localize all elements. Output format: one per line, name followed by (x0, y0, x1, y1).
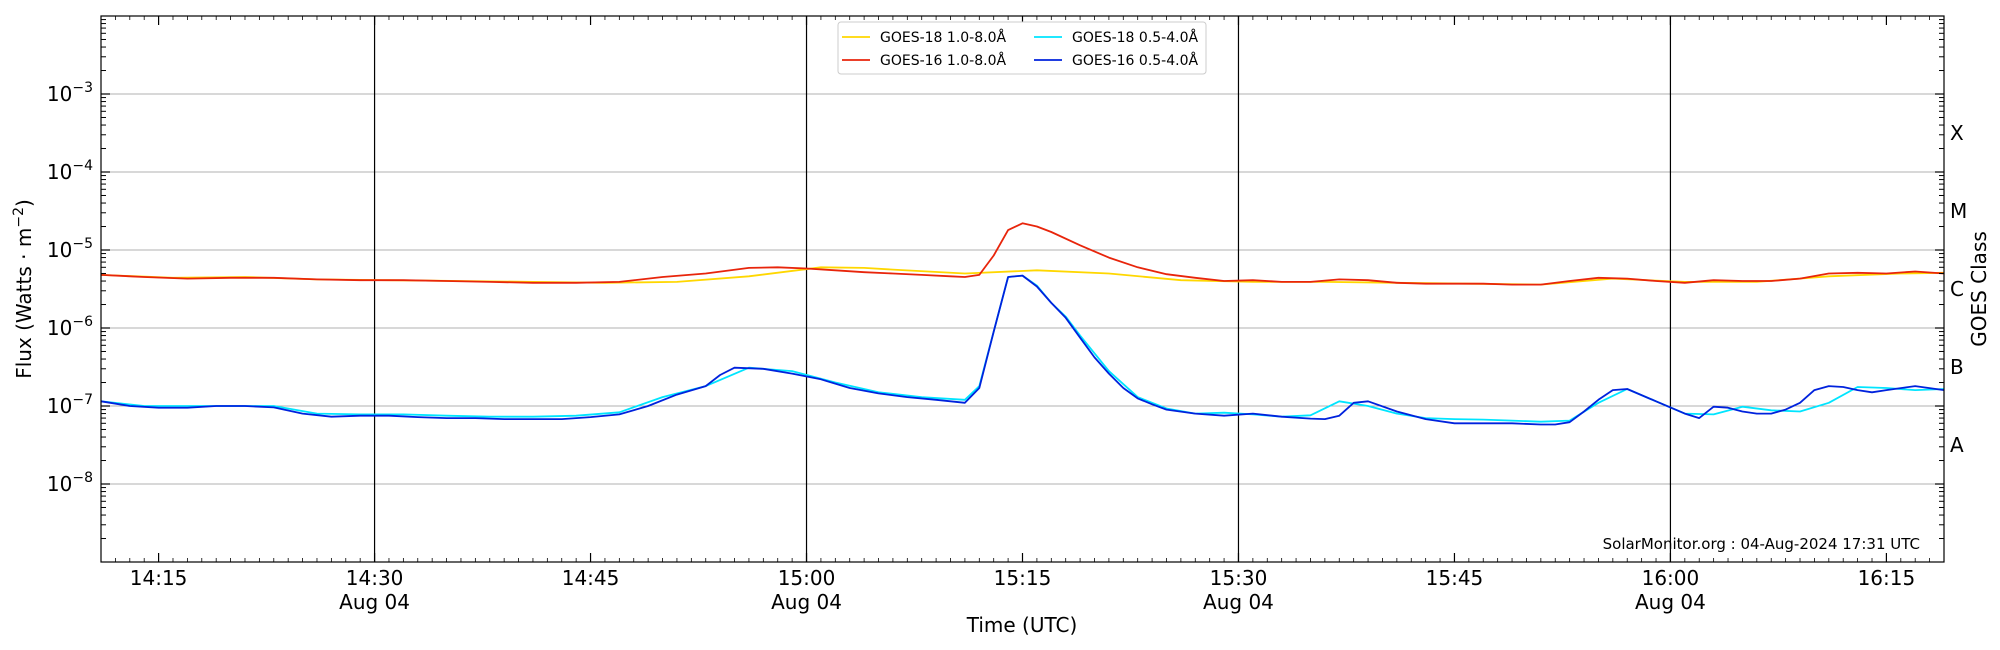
y-tick-label: 10−8 (47, 470, 93, 496)
goes-class-label: C (1950, 277, 1964, 301)
x-tick-label: 14:30 (346, 566, 404, 590)
goes-class-label: B (1950, 355, 1964, 379)
legend-box (837, 21, 1207, 75)
y-tick-label: 10−4 (47, 158, 93, 184)
plot-frame (100, 15, 1945, 563)
x-tick-label: 15:00 (778, 566, 836, 590)
x-tick-label: 15:45 (1426, 566, 1484, 590)
x-tick-label: 14:45 (562, 566, 620, 590)
x-tick-date-label: Aug 04 (1635, 590, 1706, 614)
goes-class-label: M (1950, 199, 1967, 223)
y-axis-label: Flux (Watts · m−2) (11, 199, 36, 379)
series-layer (100, 222, 1945, 426)
x-tick-date-label: Aug 04 (339, 590, 410, 614)
goes-class-label: X (1950, 121, 1964, 145)
legend: GOES-18 1.0-8.0Å GOES-16 1.0-8.0Å GOES-18 … (837, 21, 1207, 75)
goes-class-labels: A B C M X (1950, 121, 1967, 457)
x-tick-date-label: Aug 04 (1203, 590, 1274, 614)
grid-layer (101, 93, 1944, 485)
y-tick-label: 10−6 (47, 314, 93, 340)
day-boundary-lines (373, 16, 1672, 562)
series-line-2 (100, 222, 1945, 286)
series-line-4 (100, 274, 1945, 426)
y-tick-label: 10−5 (47, 236, 93, 262)
goes-class-axis-label: GOES Class (1967, 231, 1991, 347)
y-tick-label: 10−7 (47, 392, 93, 418)
x-tick-label: 16:00 (1642, 566, 1700, 590)
legend-label: GOES-18 0.5-4.0Å (1072, 29, 1198, 46)
x-tick-label: 16:15 (1858, 566, 1916, 590)
series-line-3 (100, 274, 1945, 423)
x-tick-label: 15:30 (1210, 566, 1268, 590)
y-tick-label: 10−3 (47, 80, 93, 106)
credit-text: SolarMonitor.org : 04-Aug-2024 17:31 UTC (1603, 535, 1920, 553)
legend-label: GOES-18 1.0-8.0Å (880, 29, 1006, 46)
x-tick-label: 15:15 (994, 566, 1052, 590)
legend-label: GOES-16 0.5-4.0Å (1072, 52, 1198, 69)
legend-label: GOES-16 1.0-8.0Å (880, 52, 1006, 69)
x-tick-label: 14:15 (130, 566, 188, 590)
goes-class-label: A (1950, 433, 1964, 457)
x-tick-date-label: Aug 04 (771, 590, 842, 614)
x-axis-label: Time (UTC) (966, 613, 1078, 637)
